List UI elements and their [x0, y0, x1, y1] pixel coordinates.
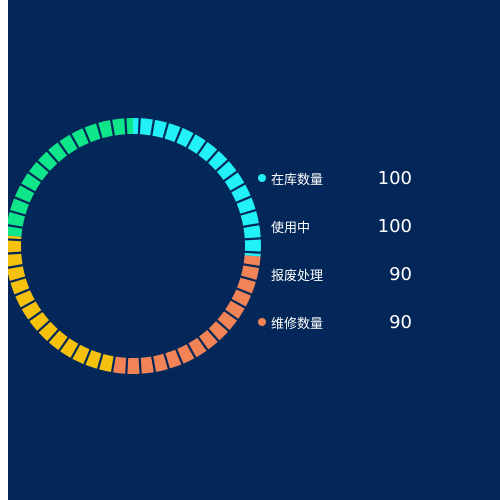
- ring-divider: [96, 352, 104, 371]
- legend-label: 在库数量: [271, 172, 324, 188]
- ring-divider: [174, 347, 184, 366]
- ring-divider: [206, 327, 221, 343]
- chart-panel: 在库数量 100 使用中 100 报废处理 90 维修数量 90: [8, 0, 500, 500]
- ring-divider: [242, 222, 261, 229]
- ring-divider: [186, 342, 197, 360]
- ring-divider: [138, 356, 142, 375]
- ring-divider: [163, 352, 171, 371]
- legend-value: 90: [389, 311, 412, 333]
- legend-label: 报废处理: [271, 268, 324, 284]
- legend-value: 100: [377, 215, 412, 237]
- ring-divider: [229, 182, 247, 193]
- ring-divider: [57, 140, 70, 157]
- legend-item[interactable]: 使用中 100: [258, 215, 418, 237]
- legend-dot: [258, 174, 266, 182]
- ring-divider: [214, 158, 230, 173]
- legend-label: 维修数量: [271, 316, 324, 332]
- ring-divider: [174, 126, 183, 144]
- ring-divider: [46, 328, 61, 344]
- ring-divider: [8, 276, 27, 284]
- ring-divider: [110, 355, 116, 374]
- ring-divider: [8, 238, 23, 242]
- ring-divider: [36, 319, 52, 334]
- ring-divider: [19, 183, 37, 194]
- ring-divider: [70, 342, 81, 360]
- ring-divider: [162, 121, 170, 140]
- legend-item[interactable]: 维修数量 90: [258, 311, 418, 333]
- ring-divider: [124, 117, 128, 136]
- ring-divider: [222, 170, 239, 183]
- ring-divider: [19, 299, 37, 310]
- ring-chart: [8, 117, 262, 375]
- legend-value: 100: [377, 167, 412, 189]
- ring-divider: [150, 355, 157, 374]
- ring-divider: [223, 308, 240, 322]
- legend-label: 使用中: [271, 220, 311, 236]
- ring-divider: [26, 170, 43, 184]
- ring-divider: [150, 118, 156, 137]
- legend-value: 90: [389, 263, 412, 285]
- ring-divider: [242, 263, 261, 269]
- ring-divider: [239, 208, 258, 216]
- ring-divider: [69, 132, 80, 150]
- ring-divider: [234, 195, 253, 205]
- ring-divider: [83, 348, 92, 366]
- legend-item[interactable]: 报废处理 90: [258, 263, 418, 285]
- ring-divider: [125, 356, 129, 375]
- ring-divider: [13, 287, 32, 297]
- ring-divider: [137, 117, 141, 136]
- ring-divider: [229, 298, 247, 309]
- ring-divider: [205, 148, 220, 164]
- ring-divider: [27, 309, 44, 322]
- ring-slice[interactable]: [133, 118, 261, 257]
- legend-dot: [258, 318, 266, 326]
- ring-divider: [57, 336, 71, 353]
- ring-divider: [215, 318, 231, 333]
- ring-slice[interactable]: [8, 118, 133, 237]
- ring-divider: [8, 224, 24, 229]
- ring-divider: [95, 121, 103, 140]
- ring-divider: [13, 196, 31, 205]
- ring-divider: [35, 159, 51, 174]
- ring-divider: [243, 237, 262, 241]
- ring-divider: [243, 250, 262, 254]
- ring-divider: [82, 126, 92, 145]
- ring-divider: [239, 275, 258, 283]
- ring-divider: [8, 263, 24, 269]
- ring-divider: [195, 139, 209, 156]
- ring-divider: [45, 149, 60, 165]
- ring-divider: [235, 287, 253, 296]
- ring-divider: [109, 118, 116, 137]
- ring-slice[interactable]: [8, 235, 115, 373]
- ring-divider: [8, 209, 27, 217]
- ring-divider: [185, 132, 196, 150]
- ring-divider: [8, 251, 23, 255]
- ring-slice[interactable]: [111, 255, 261, 375]
- legend-item[interactable]: 在库数量 100: [258, 167, 418, 189]
- ring-divider: [196, 335, 209, 352]
